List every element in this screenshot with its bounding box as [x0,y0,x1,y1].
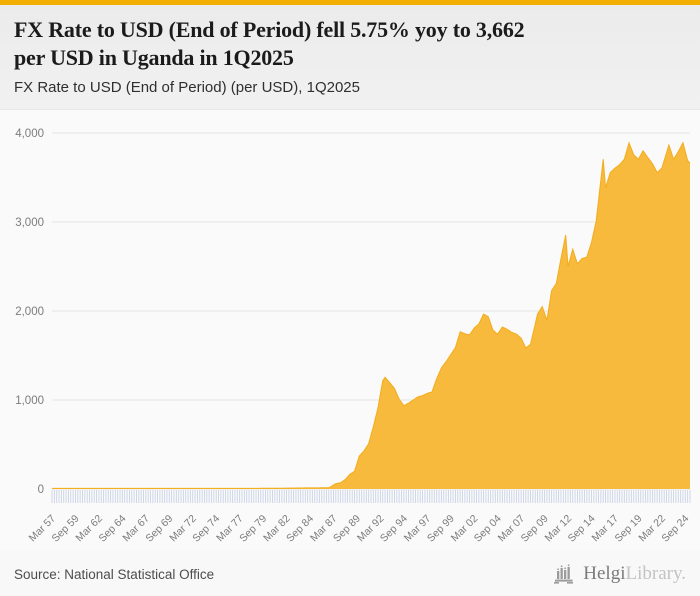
helgi-logo-icon [554,564,574,584]
page-title-line1: FX Rate to USD (End of Period) fell 5.75… [14,17,525,42]
chart-footer: Source: National Statistical Office Helg… [0,550,700,596]
x-tick-label: Sep 24 [659,513,691,545]
chart-header: FX Rate to USD (End of Period) fell 5.75… [0,5,700,111]
logo-library: Library. [625,563,687,585]
y-tick-label: 4,000 [15,128,44,140]
page-subtitle: FX Rate to USD (End of Period) (per USD)… [14,79,360,97]
chart-area: 0 1,000 2,000 3,000 4,000 Mar 57 Sep 59 Mar 62 S… [0,110,700,551]
page-title: FX Rate to USD (End of Period) fell 5.75… [14,16,686,71]
y-tick-label: 3,000 [15,217,44,229]
y-tick-label: 1,000 [15,395,44,407]
fx-rate-area-edge [52,141,691,490]
y-tick-label: 0 [38,484,44,496]
y-tick-label: 2,000 [15,306,44,318]
helgi-library-logo: HelgiLibrary. [553,563,686,585]
top-accent-bar [0,0,700,5]
page-title-line2: per USD in Uganda in 1Q2025 [14,44,294,70]
fx-rate-area-series [52,143,690,490]
logo-wordmark: HelgiLibrary. [583,563,686,585]
logo-helgi: Helgi [583,563,626,585]
source-text: Source: National Statistical Office [14,566,215,582]
